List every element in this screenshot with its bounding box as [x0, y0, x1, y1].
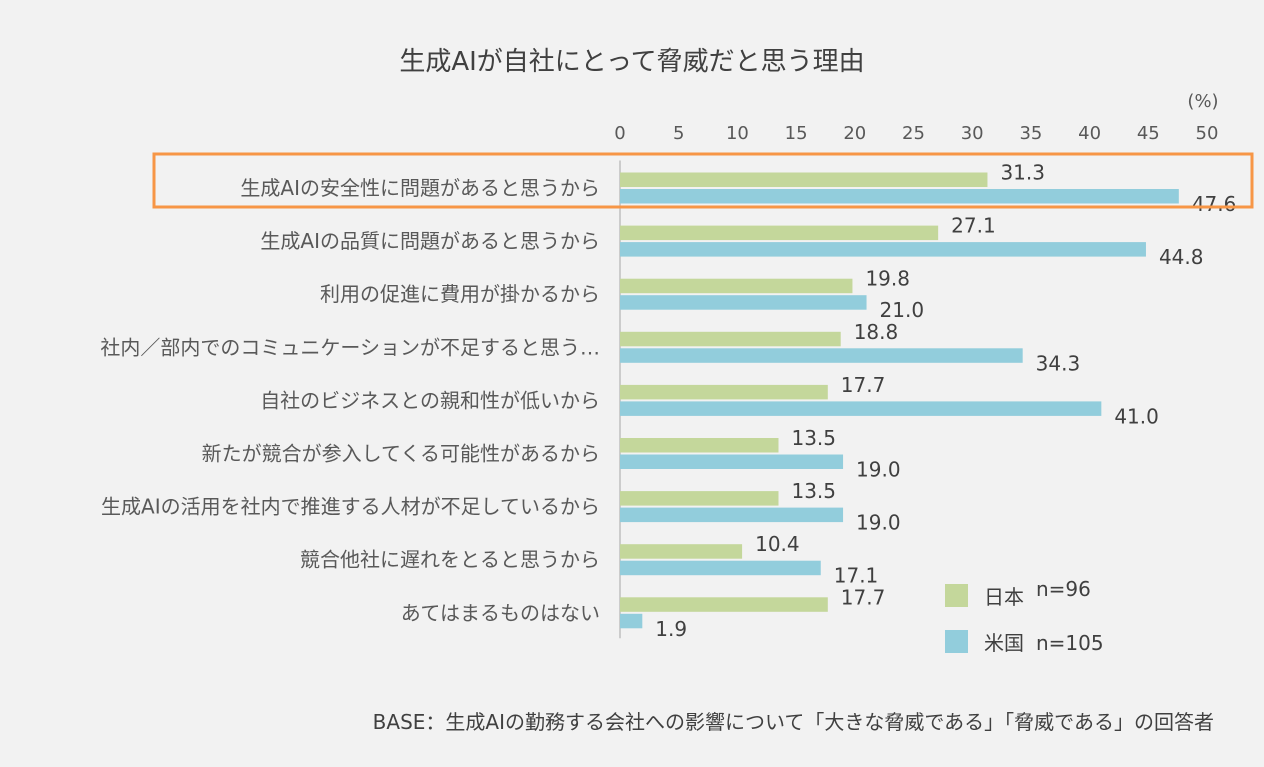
x-tick-label: 45 — [1137, 123, 1160, 144]
legend-swatch — [945, 584, 968, 607]
x-tick-label: 35 — [1019, 123, 1042, 144]
data-label: 47.6 — [1192, 192, 1237, 216]
data-label: 27.1 — [951, 214, 996, 238]
data-label: 19.0 — [856, 511, 901, 535]
unit-label: (%) — [1187, 91, 1218, 112]
bar-us — [620, 401, 1102, 416]
category-label: 新たが競合が参入してくる可能性があるから — [202, 442, 600, 466]
bar-japan — [620, 225, 939, 241]
bar-japan — [620, 491, 779, 506]
x-tick-label: 30 — [961, 123, 984, 144]
bar-us — [620, 348, 1023, 363]
base-note: BASE：生成AIの勤務する会社への影響について「大きな脅威である」「脅威である… — [373, 710, 1214, 734]
bar-japan — [620, 544, 743, 559]
bar-us — [620, 295, 867, 310]
category-label: 生成AIの品質に問題があると思うから — [260, 229, 600, 253]
data-label: 21.0 — [880, 298, 925, 322]
bar-japan — [620, 278, 853, 294]
data-label: 13.5 — [791, 479, 836, 503]
x-tick-label: 50 — [1196, 123, 1219, 144]
category-label: 生成AIの活用を社内で推進する人材が不足しているから — [101, 495, 600, 519]
bar-us — [620, 242, 1146, 257]
bar-us — [620, 189, 1179, 204]
data-label: 31.3 — [1000, 161, 1045, 185]
bar-us — [620, 560, 821, 576]
highlight-box — [152, 152, 1254, 209]
x-tick-label: 10 — [726, 123, 749, 144]
data-label: 17.7 — [841, 373, 886, 397]
bar-japan — [620, 384, 828, 400]
data-label: 18.8 — [854, 320, 899, 344]
x-tick-label: 0 — [614, 123, 625, 144]
legend-n: n=105 — [1036, 631, 1104, 655]
category-label: 自社のビジネスとの親和性が低いから — [260, 388, 600, 412]
legend-label: 日本 — [984, 585, 1024, 609]
category-label: 競合他社に遅れをとると思うから — [300, 548, 600, 572]
bar-us — [620, 613, 643, 629]
x-tick-label: 40 — [1078, 123, 1101, 144]
chart-title: 生成AIが自社にとって脅威だと思う理由 — [399, 47, 864, 77]
bar-japan — [620, 438, 779, 453]
x-tick-label: 15 — [785, 123, 808, 144]
bar-japan — [620, 331, 841, 347]
data-label: 44.8 — [1159, 245, 1204, 269]
legend-label: 米国 — [984, 631, 1024, 655]
category-label: あてはまるものはない — [401, 601, 600, 625]
legend-n: n=96 — [1036, 577, 1091, 601]
data-label: 1.9 — [655, 617, 687, 641]
category-label: 生成AIの安全性に問題があると思うから — [240, 176, 600, 200]
bar-japan — [620, 172, 988, 187]
legend-swatch — [945, 630, 968, 653]
data-label: 13.5 — [791, 426, 836, 450]
data-label: 41.0 — [1114, 404, 1159, 428]
category-label: 利用の促進に費用が掛かるから — [320, 282, 600, 306]
bar-us — [620, 507, 844, 523]
data-label: 19.0 — [856, 458, 901, 482]
x-tick-label: 25 — [902, 123, 925, 144]
x-tick-label: 20 — [843, 123, 866, 144]
bar-us — [620, 454, 844, 469]
data-label: 17.7 — [841, 585, 886, 609]
category-label: 社内／部内でのコミュニケーションが不足すると思う… — [100, 335, 600, 359]
data-label: 17.1 — [834, 564, 879, 588]
data-label: 10.4 — [755, 532, 800, 556]
data-label: 34.3 — [1036, 351, 1081, 375]
bar-japan — [620, 597, 828, 612]
data-label: 19.8 — [865, 267, 910, 291]
x-tick-label: 5 — [673, 123, 684, 144]
